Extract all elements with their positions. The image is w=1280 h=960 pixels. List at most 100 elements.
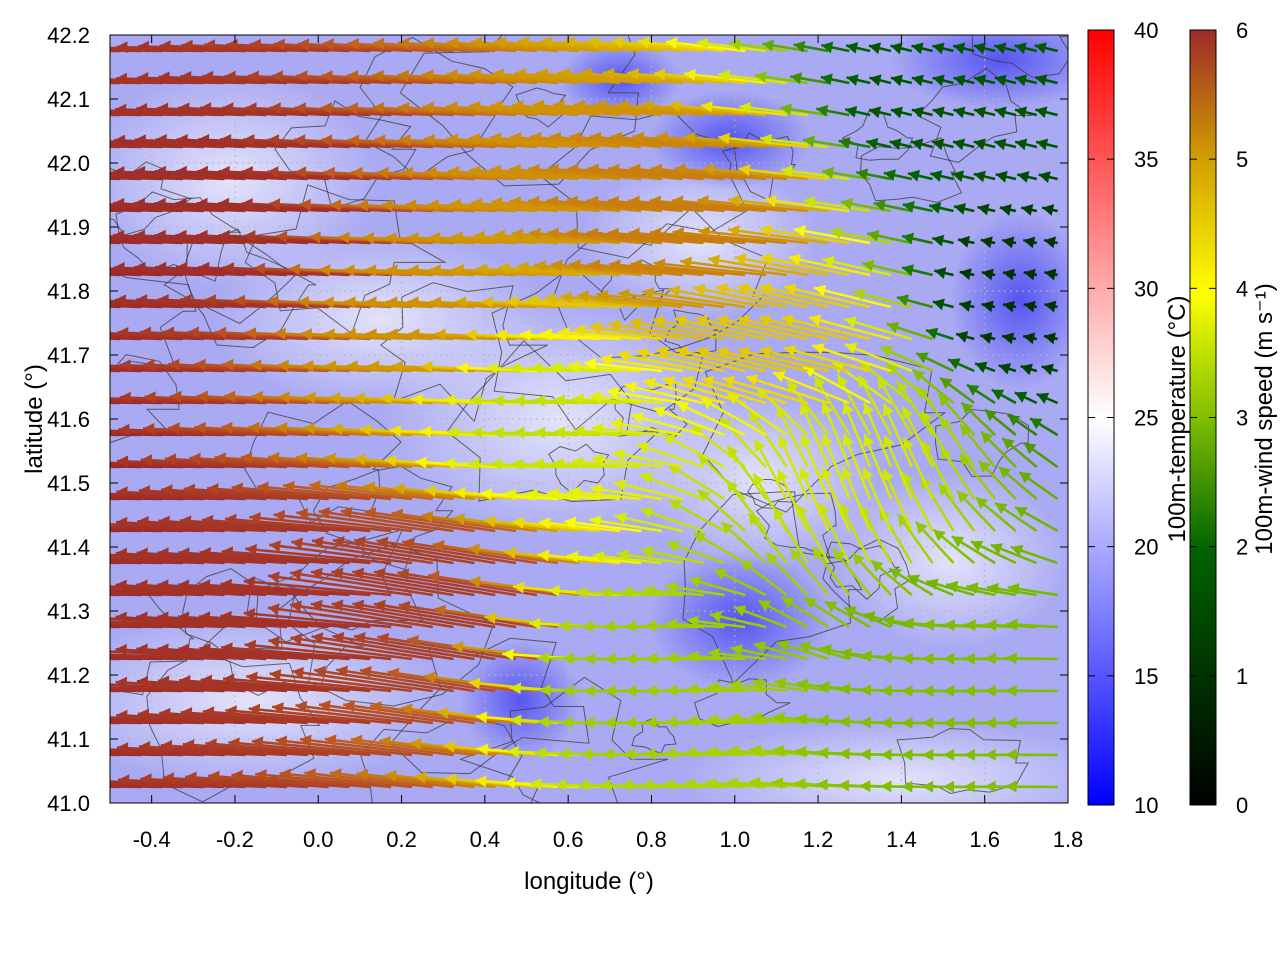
wind-vector-head: [7, 394, 18, 406]
wind-vector-head: [9, 746, 20, 758]
wind-vector-shaft: [737, 348, 829, 373]
wind-vector-head: [203, 39, 216, 52]
wind-vector-head: [180, 707, 193, 719]
wind-vector-head: [475, 775, 487, 788]
wind-vector-shaft: [446, 137, 558, 149]
wind-vector-head: [155, 134, 167, 146]
wind-vector-head: [621, 586, 633, 599]
wind-vector-shaft: [402, 540, 538, 565]
wind-vector-shaft: [506, 299, 600, 309]
wind-vector-shaft: [269, 672, 413, 693]
wind-vector-head: [202, 706, 215, 719]
wind-vector-head: [642, 779, 654, 792]
wind-vector-head: [157, 547, 169, 560]
y-axis-title: latitude (°): [21, 364, 48, 474]
wind-vector-head: [880, 716, 892, 729]
wind-vector-head: [784, 283, 797, 295]
wind-vector-head: [194, 421, 206, 434]
wind-vector-head: [546, 195, 559, 208]
wind-vector-shaft: [110, 622, 204, 629]
wind-vector-shaft: [842, 466, 872, 532]
wind-vector-head: [727, 745, 740, 757]
wind-vector-shaft: [451, 235, 558, 245]
wind-vector-shaft: [313, 668, 454, 693]
wind-vector-head: [728, 194, 740, 207]
wind-vector-head: [517, 36, 529, 49]
wind-vector-head: [533, 394, 546, 407]
wind-vector-head: [856, 168, 869, 181]
wind-vector-head: [353, 632, 366, 644]
wind-vector-shaft: [800, 402, 830, 468]
wind-vector-head: [400, 703, 413, 716]
wind-vector-shaft: [110, 401, 121, 405]
wind-vector-head: [421, 361, 433, 373]
wind-vector-head: [251, 736, 264, 749]
wind-vector-head: [782, 597, 795, 609]
wind-vector-head: [27, 491, 38, 503]
wind-vector-shaft: [110, 523, 246, 533]
wind-vector-shaft: [532, 103, 642, 117]
wind-vector-head: [1014, 391, 1028, 403]
wind-vector-head: [963, 748, 975, 761]
wind-vector-head: [297, 296, 310, 308]
wind-vector-head: [686, 650, 699, 663]
wind-vector-head: [372, 37, 385, 50]
wind-vector-head: [595, 99, 607, 112]
wind-vector-head: [181, 39, 193, 52]
wind-vector-shaft: [680, 259, 787, 277]
wind-vector-head: [1005, 716, 1017, 729]
wind-vector-head: [961, 402, 974, 415]
wind-vector-head: [932, 42, 945, 55]
wind-vector-head: [415, 456, 427, 469]
wind-vector-head: [558, 326, 570, 339]
wind-vector-shaft: [110, 337, 121, 341]
temperature-colorbar-tick-label: 10: [1134, 793, 1158, 818]
wind-vector-head: [973, 138, 986, 151]
wind-vector-head: [160, 740, 173, 752]
wind-vector-head: [617, 549, 629, 562]
y-tick-label: 41.4: [47, 535, 90, 560]
wind-vector-shaft: [863, 433, 893, 500]
wind-vector-head: [721, 522, 734, 535]
wind-vector-shaft: [110, 273, 121, 277]
wind-vector-head: [844, 606, 857, 618]
wind-vector-shaft: [470, 40, 579, 53]
wind-vector-head: [273, 38, 285, 51]
y-tick-label: 41.1: [47, 727, 90, 752]
temperature-colorbar-tick-label: 35: [1134, 147, 1158, 172]
wind-vector-head: [0, 107, 2, 119]
wind-vector-head: [509, 196, 521, 209]
wind-vector-head: [930, 170, 943, 182]
wind-vector-head: [562, 684, 574, 697]
contour-line: [841, 110, 914, 161]
wind-vector-head: [759, 283, 772, 295]
wind-vector-shaft: [573, 103, 683, 117]
wind-vector-shaft: [372, 41, 496, 53]
wind-vector-shaft: [636, 443, 704, 469]
wind-vector-head: [590, 391, 602, 403]
contour-line: [515, 87, 567, 128]
wind-vector-head: [554, 778, 566, 791]
wind-vector-head: [844, 342, 858, 354]
wind-vector-shaft: [449, 202, 558, 213]
wind-vector-head: [93, 488, 104, 500]
wind-vector-head: [338, 231, 350, 244]
wind-vector-shaft: [550, 365, 621, 373]
wind-vector-head: [1044, 236, 1056, 249]
wind-vector-shaft: [179, 679, 329, 693]
wind-vector-shaft: [425, 170, 537, 181]
wind-vector-head: [975, 361, 988, 373]
wind-vector-shaft: [401, 170, 517, 181]
wind-vector-shaft: [547, 231, 663, 245]
wind-vector-head: [493, 229, 505, 242]
wind-vector-head: [621, 779, 633, 792]
wind-vector-head: [115, 643, 127, 656]
y-tick-label: 41.8: [47, 279, 90, 304]
wind-vector-shaft: [550, 263, 663, 277]
wind-vector-shaft: [586, 39, 683, 53]
wind-vector-head: [604, 653, 616, 665]
wind-vector-shaft: [519, 333, 600, 341]
wind-vector-head: [753, 473, 765, 487]
wind-vector-head: [562, 652, 574, 665]
contour-line: [896, 728, 1029, 795]
